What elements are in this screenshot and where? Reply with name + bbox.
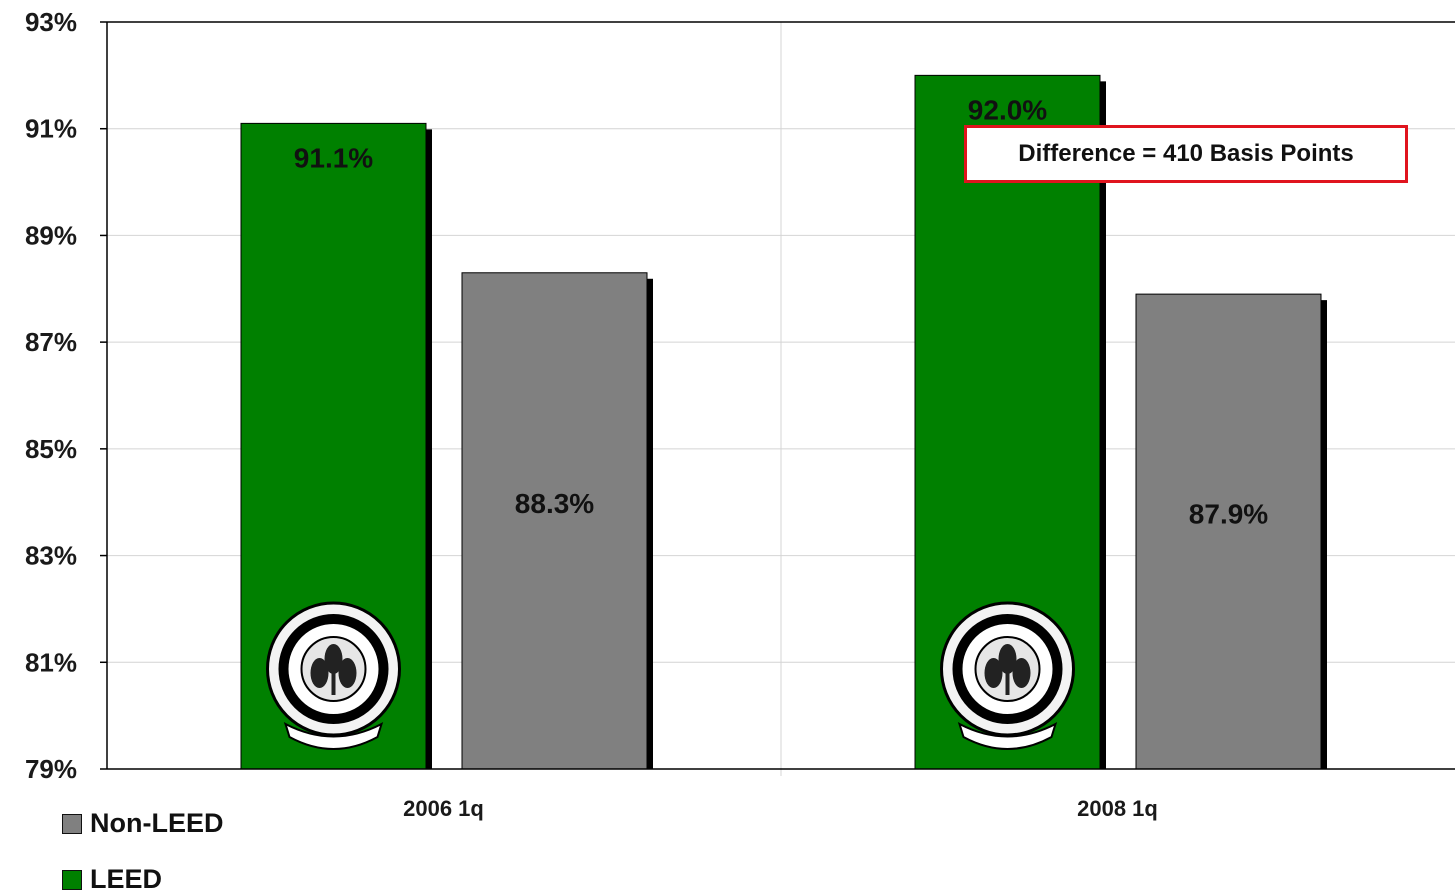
legend-label-leed: LEED <box>90 864 163 894</box>
usgbc-seal-icon <box>266 601 401 750</box>
legend-label-non-leed: Non-LEED <box>90 808 224 838</box>
x-tick-label: 2006 1q <box>403 796 484 821</box>
y-axis: 79% 81% 83% 85% 87% 89% 91% 93% <box>25 7 1455 784</box>
usgbc-seal-icon <box>940 601 1075 750</box>
data-label: 88.3% <box>515 488 594 519</box>
y-tick-label: 83% <box>25 541 77 571</box>
seal-leaf <box>998 644 1017 674</box>
y-tick-label: 85% <box>25 434 77 464</box>
bar-non-leed-1 <box>461 272 648 770</box>
y-tick-label: 91% <box>25 114 77 144</box>
y-tick-label: 79% <box>25 754 77 784</box>
bar-non-leed-2 <box>1135 293 1322 770</box>
y-tick-label: 89% <box>25 220 77 250</box>
seal-stem <box>331 673 336 695</box>
x-tick-label: 2008 1q <box>1077 796 1158 821</box>
seal-stem <box>1005 673 1010 695</box>
legend-item-leed: LEED <box>62 864 162 895</box>
y-tick-label: 87% <box>25 327 77 357</box>
legend-swatch-leed <box>62 869 82 890</box>
data-label: 91.1% <box>294 142 373 173</box>
seal-leaf <box>310 658 329 688</box>
seal-leaf <box>324 644 343 674</box>
difference-annotation: Difference = 410 Basis Points <box>964 125 1408 183</box>
seal-banner <box>957 722 1058 750</box>
seal-leaf <box>338 658 357 688</box>
seal-leaf <box>1012 658 1031 688</box>
seal-banner <box>283 722 384 750</box>
seal-leaf <box>984 658 1003 688</box>
legend-swatch-non-leed <box>62 813 82 834</box>
data-label: 87.9% <box>1189 499 1268 530</box>
legend-item-non-leed: Non-LEED <box>62 808 223 839</box>
bars: 91.1% 88.3% 92.0% 87.9% <box>240 74 1327 770</box>
data-label: 92.0% <box>968 94 1047 125</box>
y-tick-label: 93% <box>25 7 77 37</box>
y-tick-label: 81% <box>25 647 77 677</box>
x-axis: 2006 1q 2008 1q <box>107 768 1455 821</box>
